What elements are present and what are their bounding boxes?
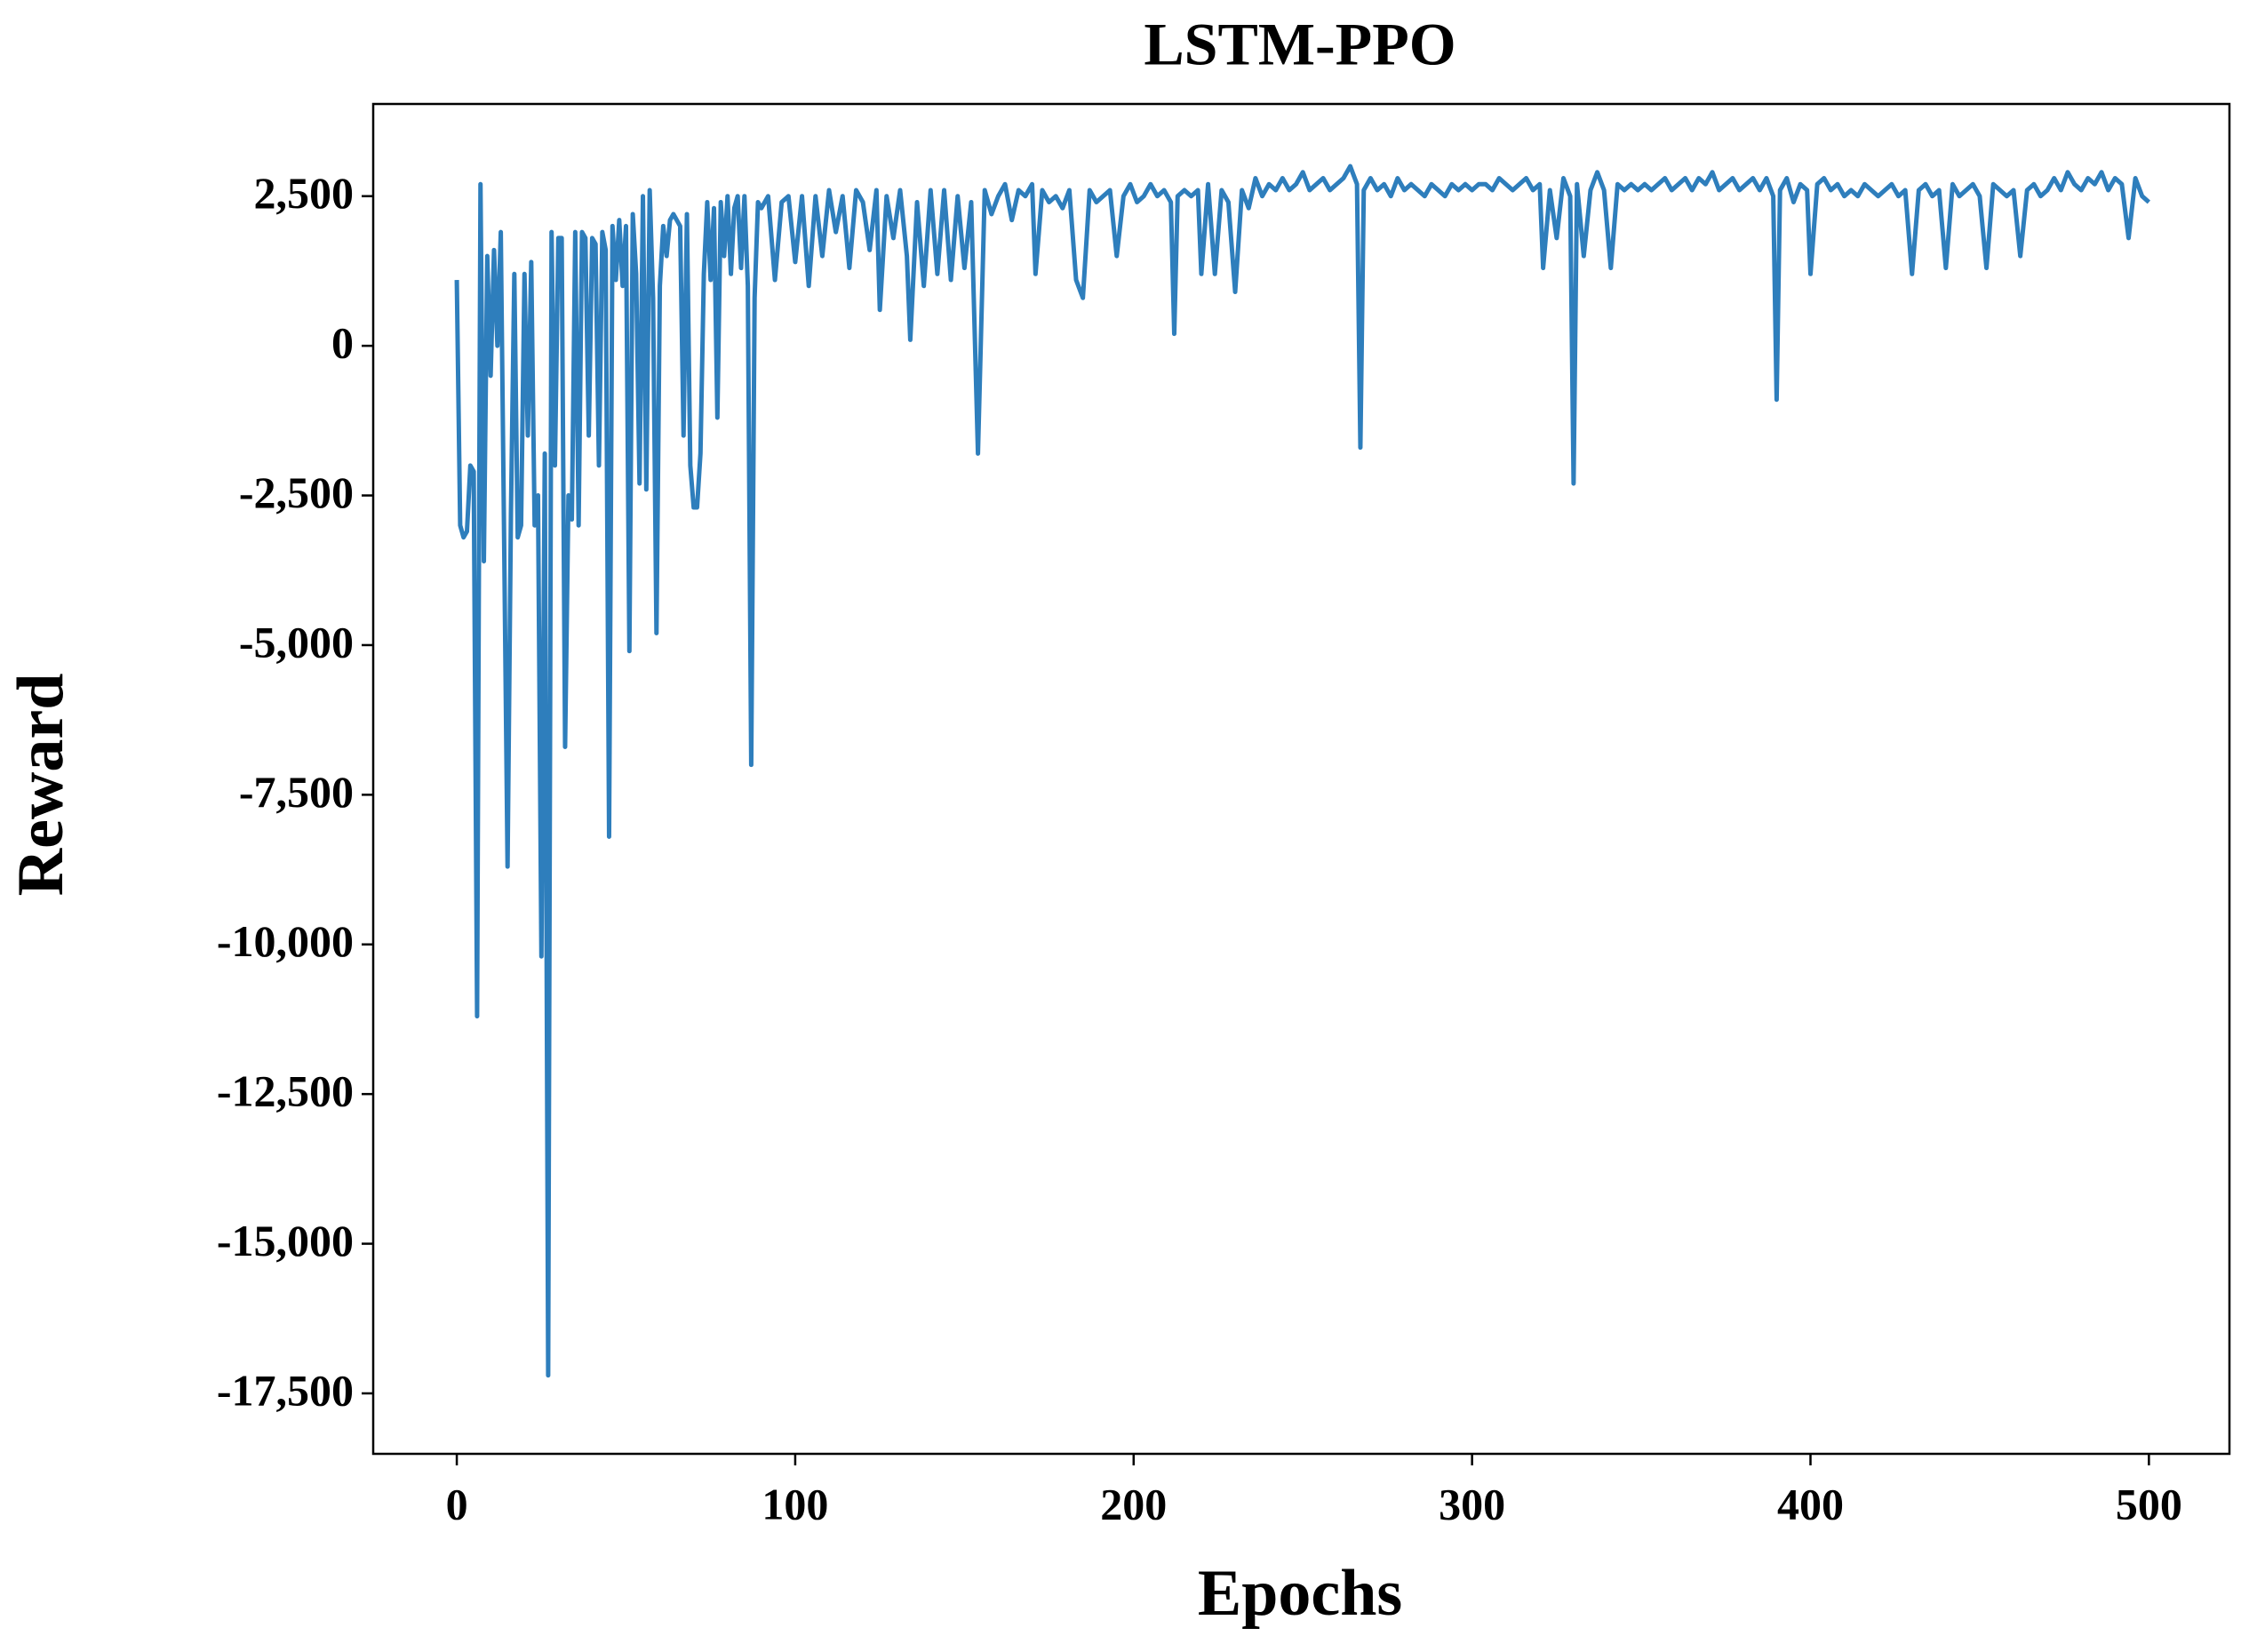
y-axis-label: Reward xyxy=(4,674,77,897)
y-tick-label: -17,500 xyxy=(217,1365,354,1415)
y-tick-label: -12,500 xyxy=(217,1066,354,1116)
x-tick-label: 100 xyxy=(762,1479,828,1528)
y-tick-label: -5,000 xyxy=(239,617,354,666)
y-tick-label: -7,500 xyxy=(239,767,354,817)
x-tick-label: 200 xyxy=(1100,1479,1167,1528)
y-tick-label: 2,500 xyxy=(254,168,355,218)
data-line xyxy=(454,164,2151,1378)
chart-title: LSTM-PPO xyxy=(1144,11,1455,78)
x-tick-label: 400 xyxy=(1777,1479,1844,1528)
x-tick-label: 500 xyxy=(2116,1479,2182,1528)
y-tick-label: -2,500 xyxy=(239,467,354,517)
y-tick-label: -10,000 xyxy=(217,916,354,966)
plot-frame xyxy=(371,102,2231,1456)
x-axis-label: Epochs xyxy=(1198,1557,1402,1630)
x-tick-label: 0 xyxy=(446,1479,468,1528)
x-tick-label: 300 xyxy=(1439,1479,1505,1528)
y-tick-label: -15,000 xyxy=(217,1216,354,1265)
y-tick-label: 0 xyxy=(331,318,354,368)
